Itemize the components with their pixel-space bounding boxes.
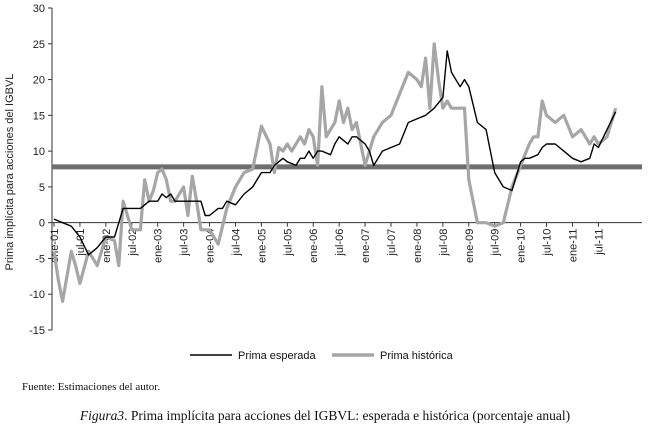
y-tick-label: 30	[33, 3, 45, 15]
legend-item-prima-esperada-label: Prima esperada	[238, 350, 317, 362]
y-tick-label: 25	[33, 39, 45, 51]
y-tick-label: -10	[29, 289, 45, 301]
legend-item-prima-historica-label: Prima histórica	[380, 350, 454, 362]
figure-label: Figura3	[79, 408, 125, 423]
caption-text: . Prima implícita para acciones del IGBV…	[124, 408, 571, 423]
chart: Prima implícita para acciones del IGBVL …	[4, 3, 642, 362]
x-tick-label: ene-08	[412, 229, 424, 263]
x-tick-label: jul-04	[230, 229, 242, 257]
y-tick-label: 0	[39, 218, 45, 230]
x-tick-label: jul-02	[127, 229, 139, 257]
x-tick-label: ene-05	[256, 229, 268, 263]
y-tick-label: 5	[39, 182, 45, 194]
x-tick-label: ene-06	[308, 229, 320, 263]
x-tick-label: jul-06	[334, 229, 346, 257]
x-tick-label: ene-07	[360, 229, 372, 263]
y-axis-label: Prima implícita para acciones del IGBVL	[4, 74, 16, 271]
figure-caption: Figura3. Prima implícita para acciones d…	[0, 408, 650, 424]
y-tick-label: 15	[33, 110, 45, 122]
y-tick-label: 10	[33, 146, 45, 158]
x-tick-label: jul-09	[490, 229, 502, 257]
series-group	[52, 42, 618, 303]
x-tick-label: ene-03	[153, 229, 165, 263]
x-tick-label: jul-11	[593, 229, 605, 256]
x-tick-label: jul-08	[438, 229, 450, 257]
x-tick-label: jul-01	[75, 229, 87, 257]
axes	[48, 7, 642, 331]
x-tick-label: ene-10	[516, 229, 528, 263]
y-tick-labels: -15 -10 -5 0 5 10 15 20 25 30	[29, 3, 45, 337]
x-tick-label: ene-11	[567, 229, 579, 262]
x-tick-label: jul-05	[282, 229, 294, 257]
legend: Prima esperada Prima histórica	[190, 350, 454, 362]
series-line-prima-esperada	[53, 50, 617, 256]
source-note: Fuente: Estimaciones del autor.	[22, 381, 161, 393]
x-tick-label: ene-09	[464, 229, 476, 263]
x-tick-labels: ene-01 jul-01 ene-02 jul-02 ene-03 jul-03 ene-…	[49, 229, 605, 263]
series-line-prima-historica	[52, 42, 618, 303]
x-tick-label: jul-03	[179, 229, 191, 257]
x-tick-label: jul-10	[542, 229, 554, 257]
x-tick-label: jul-07	[386, 229, 398, 257]
y-tick-label: -15	[29, 325, 45, 337]
y-tick-label: -5	[35, 253, 45, 265]
y-tick-label: 20	[33, 75, 45, 87]
